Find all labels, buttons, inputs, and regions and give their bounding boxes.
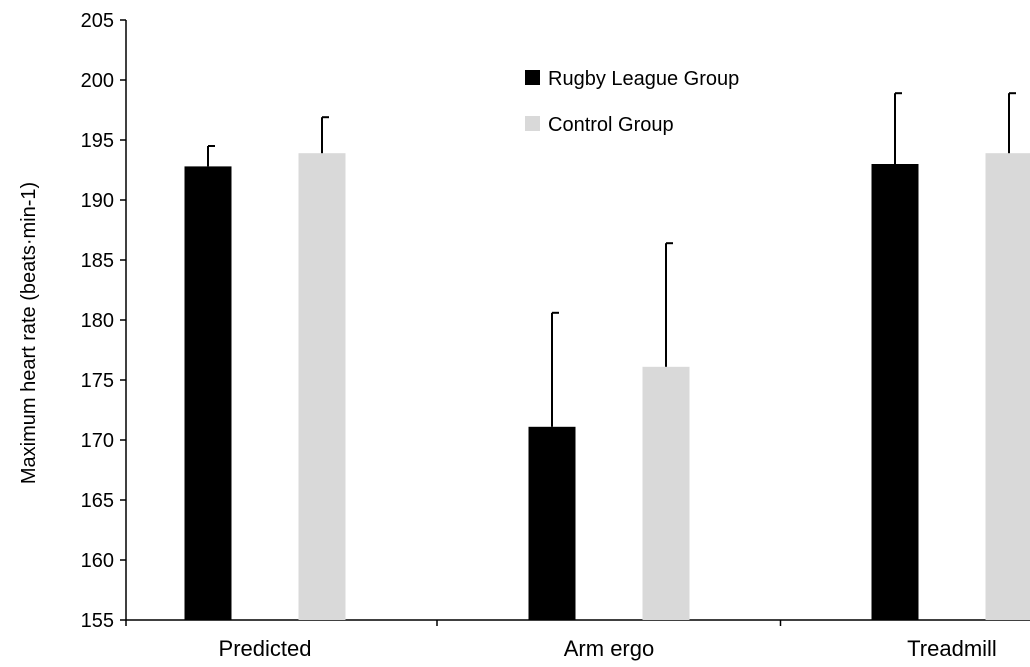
bar	[643, 367, 690, 620]
bars	[185, 153, 1030, 620]
y-tick-label: 200	[81, 70, 114, 92]
y-tick-label: 165	[81, 490, 114, 512]
y-tick-label: 175	[81, 370, 114, 392]
bar	[299, 153, 346, 620]
bar	[529, 427, 576, 620]
bar	[185, 166, 232, 620]
legend-label: Rugby League Group	[548, 68, 739, 90]
x-tick-label: Treadmill	[907, 636, 997, 661]
bar	[986, 153, 1030, 620]
y-tick-label: 205	[81, 10, 114, 32]
legend-swatch	[525, 116, 540, 131]
bar	[872, 164, 919, 620]
y-tick-label: 190	[81, 190, 114, 212]
x-tick-label: Arm ergo	[564, 636, 654, 661]
y-tick-label: 185	[81, 250, 114, 272]
legend: Rugby League Group Control Group	[525, 68, 739, 136]
y-tick-label: 195	[81, 130, 114, 152]
y-tick-label: 180	[81, 310, 114, 332]
y-tick-label: 155	[81, 610, 114, 632]
y-tick-label: 170	[81, 430, 114, 452]
y-tick-label: 160	[81, 550, 114, 572]
x-tick-label: Predicted	[219, 636, 312, 661]
legend-label: Control Group	[548, 114, 674, 136]
y-axis-label: Maximum heart rate (beats·min-1)	[18, 182, 40, 484]
legend-swatch	[525, 70, 540, 85]
